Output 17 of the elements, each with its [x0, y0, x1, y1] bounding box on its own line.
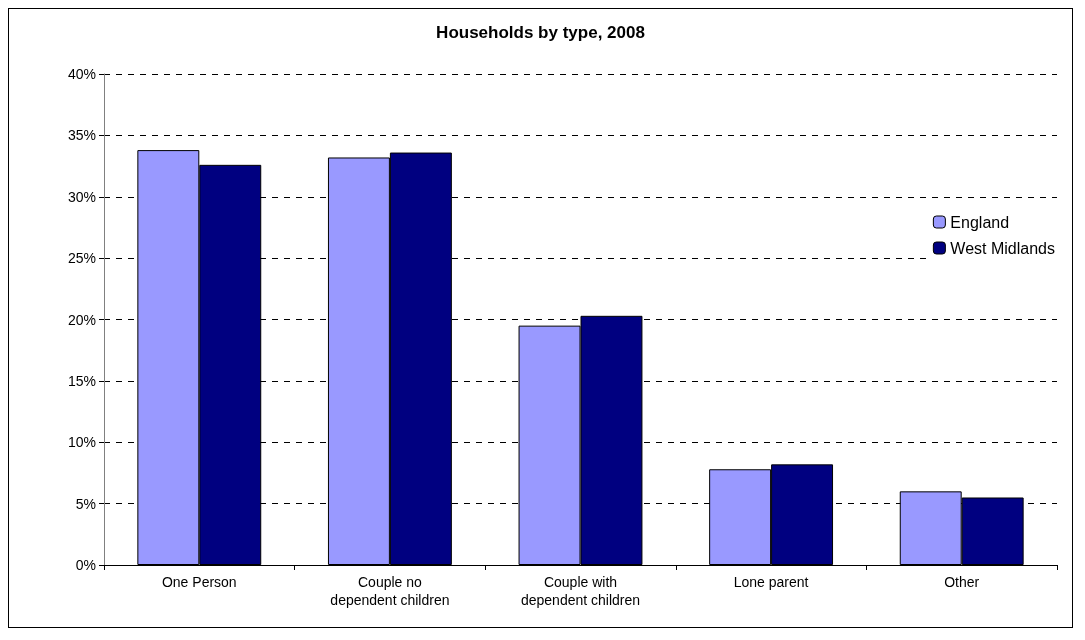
y-tick-label: 5% [75, 495, 96, 512]
legend-label: England [950, 213, 1010, 231]
y-tick-label: 35% [67, 127, 96, 144]
y-tick-label: 15% [67, 372, 96, 389]
y-tick-label: 0% [75, 557, 96, 573]
chart-title: Households by type, 2008 [436, 23, 645, 42]
y-tick-label: 30% [67, 188, 96, 205]
x-tick-label: Other [944, 574, 980, 590]
x-tick-label: One Person [161, 574, 237, 590]
x-tick-label: Couple with dependent children [520, 574, 641, 608]
y-tick-label: 10% [67, 434, 96, 451]
x-tick-label: Couple no dependent children [330, 574, 450, 608]
y-tick-label: 25% [67, 250, 96, 267]
y-tick-label: 40% [67, 66, 96, 82]
y-tick-label: 20% [67, 311, 96, 328]
x-tick-label: Lone parent [733, 574, 809, 590]
legend-label: West Midlands [950, 239, 1056, 257]
